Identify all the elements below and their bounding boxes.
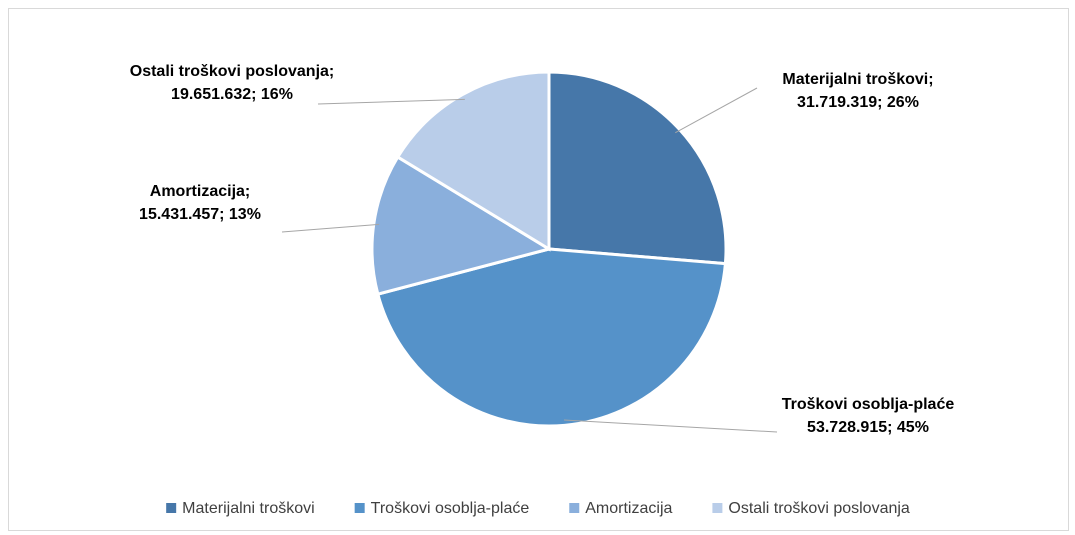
legend-item: Amortizacija bbox=[569, 500, 672, 517]
data-label-part: Amortizacija bbox=[150, 183, 245, 200]
legend-swatch bbox=[712, 503, 723, 513]
data-label: Materijalni troškovi; bbox=[782, 71, 933, 88]
data-label: 19.651.632; 16% bbox=[171, 86, 293, 103]
data-label-part: 16% bbox=[261, 86, 293, 103]
pie-slice bbox=[547, 70, 728, 266]
data-label: Amortizacija; bbox=[150, 183, 250, 200]
legend-item: Ostali troškovi poslovanja bbox=[712, 500, 910, 517]
leader-line bbox=[317, 98, 465, 105]
data-label-part: 19.651.632 bbox=[171, 86, 251, 103]
pie-slice bbox=[395, 70, 551, 252]
leader-line bbox=[675, 87, 758, 134]
data-label-part: 13% bbox=[229, 206, 261, 223]
data-label-part: ; bbox=[251, 86, 261, 103]
data-label-part: 15.431.457 bbox=[139, 206, 219, 223]
legend-swatch bbox=[354, 503, 365, 513]
data-label: 31.719.319; 26% bbox=[797, 94, 919, 111]
data-label-part: 26% bbox=[887, 94, 919, 111]
legend-label: Troškovi osoblja-plaće bbox=[371, 500, 530, 517]
data-label-part: Troškovi osoblja-plaće bbox=[782, 396, 955, 413]
legend-item: Materijalni troškovi bbox=[166, 500, 315, 517]
legend-label: Amortizacija bbox=[585, 500, 672, 517]
pie-slice bbox=[376, 247, 728, 428]
legend-swatch bbox=[569, 503, 580, 513]
data-label: Ostali troškovi poslovanja; bbox=[130, 63, 335, 80]
leader-line bbox=[281, 223, 380, 233]
legend-label: Ostali troškovi poslovanja bbox=[728, 500, 910, 517]
data-label: 15.431.457; 13% bbox=[139, 206, 261, 223]
data-label-part: ; bbox=[887, 419, 897, 436]
legend-label: Materijalni troškovi bbox=[182, 500, 314, 517]
data-label-part: Ostali troškovi poslovanja bbox=[130, 63, 329, 80]
data-label: Troškovi osoblja-plaće bbox=[782, 396, 955, 413]
data-label-part: 53.728.915 bbox=[807, 419, 887, 436]
data-label: 53.728.915; 45% bbox=[807, 419, 929, 436]
legend-item: Troškovi osoblja-plaće bbox=[354, 500, 530, 517]
pie-slice bbox=[370, 154, 553, 297]
data-label-part: ; bbox=[219, 206, 229, 223]
data-label-part: ; bbox=[928, 71, 933, 88]
data-label-part: Materijalni troškovi bbox=[782, 71, 928, 88]
data-label-part: 31.719.319 bbox=[797, 94, 877, 111]
data-label-part: ; bbox=[329, 63, 334, 80]
data-label-part: ; bbox=[245, 183, 250, 200]
data-label-part: 45% bbox=[897, 419, 929, 436]
legend-swatch bbox=[166, 503, 177, 513]
data-label-part: ; bbox=[877, 94, 887, 111]
leader-line bbox=[564, 419, 778, 433]
